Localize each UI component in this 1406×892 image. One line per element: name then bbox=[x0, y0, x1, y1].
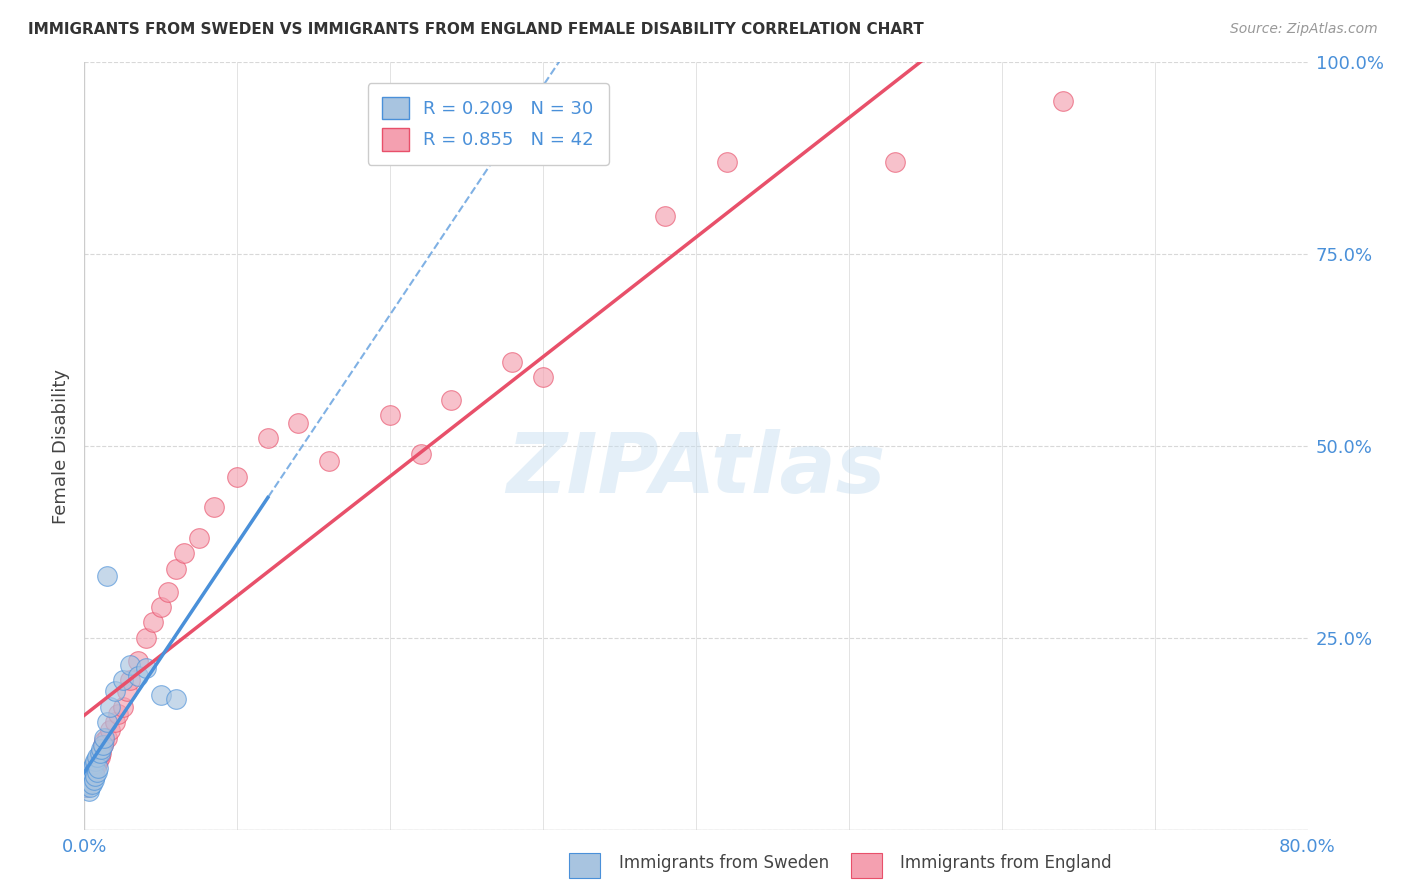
Point bbox=[77, 772, 100, 787]
Legend: R = 0.209   N = 30, R = 0.855   N = 42: R = 0.209 N = 30, R = 0.855 N = 42 bbox=[367, 83, 609, 165]
Point bbox=[409, 447, 432, 461]
Point bbox=[79, 769, 101, 783]
Point bbox=[115, 684, 138, 698]
Point bbox=[149, 600, 172, 615]
Point bbox=[502, 354, 524, 368]
Point bbox=[93, 734, 115, 748]
Point bbox=[135, 661, 157, 675]
Point bbox=[96, 715, 118, 730]
Point bbox=[96, 731, 118, 745]
Point bbox=[89, 746, 111, 760]
Point bbox=[142, 615, 165, 630]
Point bbox=[87, 754, 110, 768]
Point bbox=[84, 769, 107, 783]
Point bbox=[83, 772, 105, 787]
Text: ZIPAtlas: ZIPAtlas bbox=[506, 428, 886, 509]
Point bbox=[79, 780, 101, 795]
Point bbox=[76, 772, 98, 787]
Point bbox=[287, 416, 309, 430]
Point bbox=[76, 776, 98, 790]
Point bbox=[127, 654, 149, 668]
Point bbox=[86, 757, 108, 772]
Point bbox=[111, 699, 134, 714]
Point bbox=[883, 155, 905, 169]
Point bbox=[107, 707, 129, 722]
Point bbox=[165, 692, 187, 706]
Text: IMMIGRANTS FROM SWEDEN VS IMMIGRANTS FROM ENGLAND FEMALE DISABILITY CORRELATION : IMMIGRANTS FROM SWEDEN VS IMMIGRANTS FRO… bbox=[28, 22, 924, 37]
Text: Immigrants from England: Immigrants from England bbox=[900, 855, 1112, 872]
Point bbox=[127, 669, 149, 683]
Point bbox=[75, 780, 97, 795]
Point bbox=[83, 765, 105, 780]
Point bbox=[84, 761, 107, 775]
Point bbox=[80, 761, 103, 775]
Point bbox=[257, 431, 280, 445]
Point bbox=[149, 689, 172, 703]
Point bbox=[120, 673, 142, 687]
Point bbox=[380, 409, 402, 423]
Text: Immigrants from Sweden: Immigrants from Sweden bbox=[619, 855, 828, 872]
Point bbox=[98, 699, 121, 714]
Point bbox=[77, 784, 100, 798]
Point bbox=[84, 754, 107, 768]
Point bbox=[318, 454, 340, 468]
Point bbox=[90, 746, 112, 760]
Y-axis label: Female Disability: Female Disability bbox=[52, 368, 70, 524]
Point bbox=[716, 155, 738, 169]
Point bbox=[91, 738, 114, 752]
Point bbox=[80, 765, 103, 780]
Point bbox=[75, 780, 97, 795]
Point bbox=[531, 370, 554, 384]
Point bbox=[120, 657, 142, 672]
Point bbox=[87, 761, 110, 775]
Point bbox=[93, 731, 115, 745]
Point bbox=[89, 749, 111, 764]
Point bbox=[80, 776, 103, 790]
Point bbox=[104, 684, 127, 698]
Point bbox=[90, 742, 112, 756]
Point bbox=[654, 209, 676, 223]
Point bbox=[83, 757, 105, 772]
Point bbox=[86, 749, 108, 764]
Point bbox=[188, 531, 211, 545]
Point bbox=[157, 584, 180, 599]
Text: Source: ZipAtlas.com: Source: ZipAtlas.com bbox=[1230, 22, 1378, 37]
Point bbox=[111, 673, 134, 687]
Point bbox=[79, 765, 101, 780]
Point bbox=[96, 569, 118, 583]
Point bbox=[77, 769, 100, 783]
Point bbox=[86, 765, 108, 780]
Point bbox=[104, 715, 127, 730]
Point bbox=[135, 631, 157, 645]
Point bbox=[202, 500, 225, 515]
Point bbox=[91, 738, 114, 752]
Point bbox=[76, 776, 98, 790]
Point bbox=[440, 392, 463, 407]
Point bbox=[165, 562, 187, 576]
Point bbox=[1052, 94, 1074, 108]
Point bbox=[98, 723, 121, 737]
Point bbox=[173, 546, 195, 560]
Point bbox=[226, 469, 249, 483]
